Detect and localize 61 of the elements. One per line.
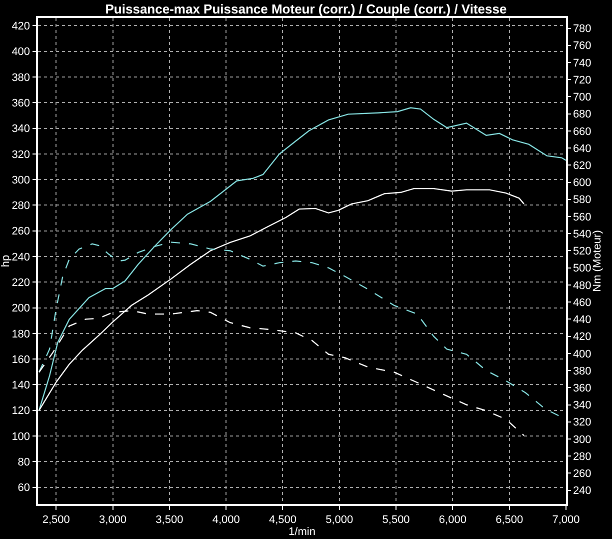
y2-tick-label: 240 [572,485,592,498]
y-tick-label: 280 [12,200,30,212]
y2-tick-label: 780 [572,23,592,36]
y2-tick-label: 300 [572,434,592,446]
chart-title: Puissance-max Puissance Moteur (corr.) / Couple (corr.) / Vitesse [105,1,507,16]
y-tick-label: 100 [12,430,30,443]
y-tick-label: 140 [12,380,30,392]
x-tick-label: 3,500 [156,514,184,526]
y2-tick-label: 360 [572,382,592,394]
y2-tick-label: 580 [572,194,592,206]
y2-tick-label: 660 [572,126,592,138]
y2-tick-label: 620 [572,160,592,172]
y-tick-label: 380 [12,72,30,84]
y-tick-label: 60 [18,482,30,494]
x-tick-label: 2,500 [42,514,70,526]
y2-tick-label: 340 [572,400,592,412]
x-tick-label: 5,000 [326,514,354,526]
y-tick-label: 340 [12,123,30,136]
y2-tick-label: 740 [572,57,592,70]
y2-tick-label: 440 [572,314,592,326]
y2-tick-label: 280 [572,450,592,463]
x-tick-label: 5,500 [382,514,410,526]
y-tick-label: 300 [12,174,30,186]
y-tick-label: 320 [12,148,30,161]
x-tick-label: 4,500 [268,514,297,526]
y2-tick-label: 700 [572,92,592,104]
y2-tick-label: 560 [572,211,592,224]
y-tick-label: 160 [12,354,30,366]
y-axis-title: hp [0,254,12,268]
y-tick-label: 240 [12,251,30,264]
y2-tick-label: 680 [572,108,592,121]
y2-tick-label: 520 [572,246,592,258]
y2-tick-label: 420 [572,331,592,344]
y-tick-label: 360 [12,97,30,110]
x-tick-label: 7,000 [552,514,580,526]
y-tick-label: 80 [18,456,30,469]
y2-tick-label: 400 [572,348,592,360]
y-tick-label: 220 [12,277,30,290]
y2-tick-label: 380 [572,365,592,378]
y-tick-label: 120 [12,405,30,418]
y2-tick-label: 260 [572,468,592,480]
y2-tick-label: 460 [572,296,592,309]
x-tick-label: 4,000 [212,514,240,526]
y-tick-label: 420 [12,20,30,33]
y2-tick-label: 760 [572,40,592,52]
y-tick-label: 260 [12,226,30,238]
y2-tick-label: 720 [572,74,592,86]
y-tick-label: 200 [12,302,30,315]
y2-axis-title: Nm (Moteur) [591,230,604,292]
x-tick-label: 3,000 [99,514,127,526]
x-tick-label: 6,500 [496,514,524,526]
y2-tick-label: 640 [572,142,592,155]
y-tick-label: 400 [12,46,30,58]
y2-tick-label: 320 [572,416,592,429]
y-tick-label: 180 [12,328,30,340]
x-tick-label: 6,000 [438,514,466,526]
x-axis-title: 1/min [288,526,316,538]
y2-tick-label: 540 [572,228,592,240]
y2-tick-label: 600 [572,177,592,190]
y2-tick-label: 480 [572,280,592,292]
y2-tick-label: 500 [572,262,592,275]
